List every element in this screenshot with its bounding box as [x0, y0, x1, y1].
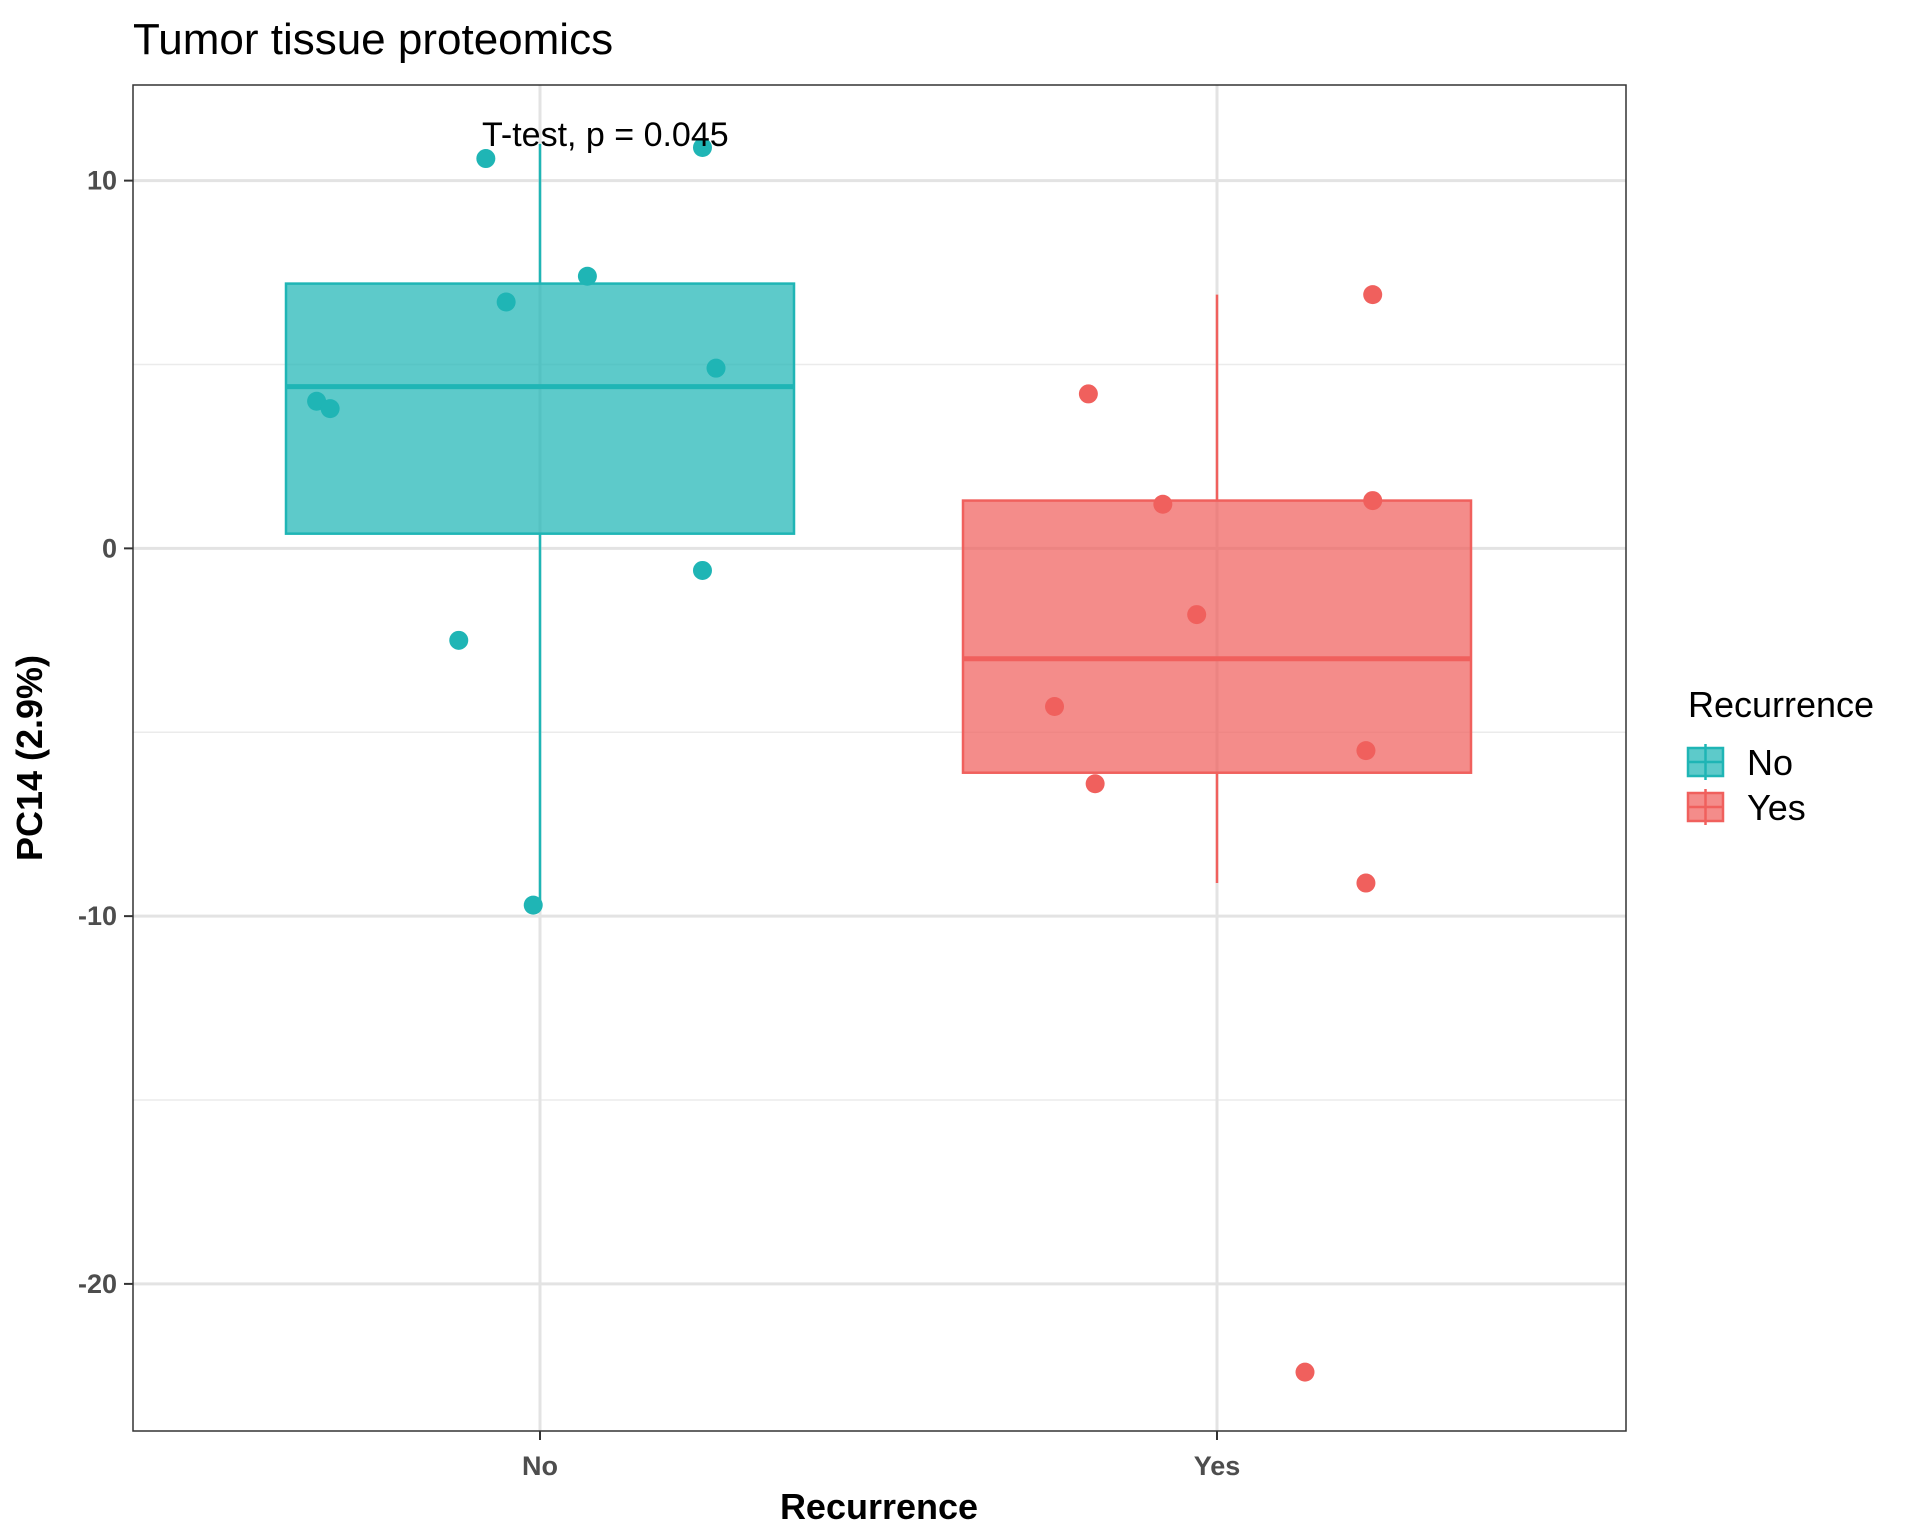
- data-point: [1085, 774, 1105, 794]
- data-point: [1153, 494, 1173, 514]
- data-point: [692, 560, 712, 580]
- y-tick-label: 0: [102, 533, 117, 563]
- box-yes: [961, 294, 1473, 884]
- legend-entry-yes: Yes: [1686, 787, 1806, 828]
- data-point: [577, 266, 597, 286]
- data-point: [449, 630, 469, 650]
- data-point: [320, 399, 340, 419]
- data-point: [706, 358, 726, 378]
- y-axis-title: PC14 (2.9%): [9, 655, 50, 861]
- data-point: [1356, 873, 1376, 893]
- y-tick-label: 10: [87, 166, 117, 196]
- y-tick-label: -20: [78, 1269, 117, 1299]
- p-value-annotation: T-test, p = 0.045: [482, 116, 729, 154]
- y-axis-ticks: 10 0 -10 -20: [78, 166, 133, 1299]
- data-point: [1356, 741, 1376, 761]
- data-point: [496, 292, 516, 312]
- data-point: [1187, 605, 1207, 625]
- x-axis-ticks: No Yes: [522, 1431, 1240, 1481]
- data-point: [523, 895, 543, 915]
- box-iqr: [284, 282, 796, 535]
- x-axis-title: Recurrence: [780, 1486, 978, 1527]
- box-iqr: [961, 499, 1473, 774]
- x-tick-label: Yes: [1194, 1451, 1241, 1481]
- legend-entry-no: No: [1686, 742, 1793, 783]
- x-tick-label: No: [522, 1451, 558, 1481]
- legend-label: No: [1747, 742, 1793, 783]
- box-no: [284, 143, 796, 906]
- data-point: [1078, 384, 1098, 404]
- plot-panel-border: [132, 84, 1627, 1432]
- data-point: [476, 149, 496, 169]
- data-point: [1045, 697, 1065, 717]
- data-point: [1295, 1362, 1315, 1382]
- boxes-layer: [284, 143, 1473, 906]
- chart-title: Tumor tissue proteomics: [133, 15, 613, 64]
- legend-title: Recurrence: [1688, 684, 1874, 725]
- y-tick-label: -10: [78, 901, 117, 931]
- data-point: [1363, 285, 1383, 305]
- data-point: [692, 138, 712, 158]
- data-point: [1363, 491, 1383, 511]
- legend-label: Yes: [1747, 787, 1806, 828]
- points-layer: [307, 138, 1383, 1382]
